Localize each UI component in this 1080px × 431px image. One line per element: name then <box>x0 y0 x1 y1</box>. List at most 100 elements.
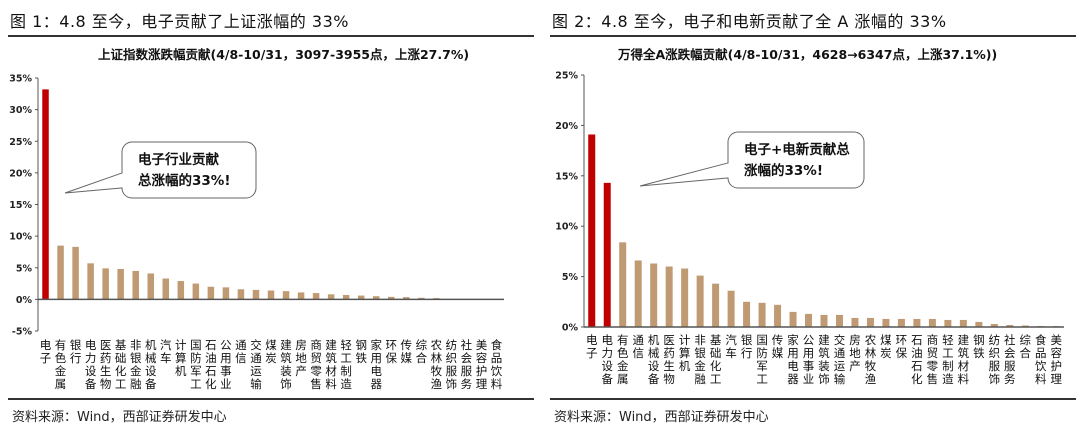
bar-22 <box>913 318 921 327</box>
x-tick-label: 有 <box>617 333 629 347</box>
x-tick-label: 石 <box>911 333 923 347</box>
bar-10 <box>727 290 735 327</box>
x-tick-label: 交 <box>834 333 846 347</box>
x-tick-label: 机 <box>679 359 691 373</box>
x-tick-label: 零 <box>310 364 322 378</box>
bar-23 <box>372 296 380 300</box>
x-tick-label: 综 <box>1020 333 1032 347</box>
x-tick-label: 化 <box>710 359 722 373</box>
x-tick-label: 物 <box>100 377 112 391</box>
bar-15 <box>252 289 260 300</box>
x-tick-label: 行 <box>70 351 82 365</box>
x-tick-label: 食 <box>1035 333 1047 347</box>
x-tick-label: 服 <box>461 364 473 378</box>
x-tick-label: 用 <box>787 346 799 360</box>
x-tick-label: 传 <box>772 333 784 347</box>
x-tick-label: 电 <box>85 338 97 352</box>
bar-2 <box>603 182 611 327</box>
figure-2-title: 图 2：4.8 至今，电子和电新贡献了全 A 涨幅的 33% <box>552 12 947 31</box>
x-tick-label: 汽 <box>160 338 172 352</box>
x-tick-label: 生 <box>663 359 675 373</box>
x-tick-label: 械 <box>145 351 157 365</box>
x-tick-label: 基 <box>710 333 722 347</box>
bar-29 <box>1021 325 1029 327</box>
x-tick-label: 信 <box>632 346 644 360</box>
x-tick-label: 银 <box>130 351 142 365</box>
x-tick-label: 电 <box>586 333 598 347</box>
y-tick-label: 10% <box>555 222 578 233</box>
x-tick-label: 制 <box>942 359 954 373</box>
bar-1 <box>588 134 596 327</box>
x-tick-label: 备 <box>145 377 157 391</box>
x-tick-label: 材 <box>325 364 337 378</box>
x-tick-label: 力 <box>601 346 613 360</box>
x-tick-label: 药 <box>100 351 112 365</box>
x-tick-label: 料 <box>1035 372 1047 386</box>
x-tick-label: 纺 <box>989 333 1001 347</box>
x-tick-label: 地 <box>295 351 307 365</box>
x-tick-label: 品 <box>491 351 503 365</box>
bar-3 <box>619 242 627 327</box>
x-tick-label: 通 <box>250 351 262 365</box>
bar-10 <box>177 281 185 300</box>
x-tick-label: 贸 <box>927 346 939 360</box>
bar-14 <box>237 289 245 300</box>
x-tick-label: 煤 <box>880 333 892 347</box>
x-tick-label: 建 <box>280 338 292 352</box>
bar-6 <box>117 269 124 300</box>
x-tick-label: 算 <box>679 346 691 360</box>
x-tick-label: 药 <box>663 346 675 360</box>
callout-text: 电子行业贡献 <box>138 151 219 168</box>
x-tick-label: 交 <box>250 338 262 352</box>
x-tick-label: 电 <box>370 364 382 378</box>
x-tick-label: 设 <box>648 359 660 373</box>
bar-5 <box>650 263 658 327</box>
x-tick-label: 器 <box>370 377 382 391</box>
x-tick-label: 环 <box>386 338 398 352</box>
chart-1-bar-chart: 35%30%25%20%15%10%5%0%-5%电子有色金属银行电力设备医药生… <box>9 74 504 391</box>
y-tick-label: 35% <box>9 74 32 85</box>
x-tick-label: 器 <box>787 372 799 386</box>
x-tick-label: 计 <box>175 338 187 352</box>
x-tick-label: 装 <box>280 364 292 378</box>
x-tick-label: 军 <box>190 364 202 378</box>
x-tick-label: 军 <box>756 359 768 373</box>
x-tick-label: 林 <box>865 346 877 360</box>
title-divider <box>550 35 1076 37</box>
x-tick-label: 公 <box>220 338 232 352</box>
callout-text: 电子+电新贡献总 <box>744 141 850 158</box>
x-tick-label: 保 <box>386 351 398 365</box>
figure-1-source: 资料来源：Wind，西部证券研发中心 <box>12 410 227 425</box>
x-tick-label: 公 <box>803 333 815 347</box>
x-tick-label: 银 <box>70 338 82 352</box>
x-tick-label: 车 <box>160 351 172 365</box>
x-tick-label: 用 <box>220 351 232 365</box>
x-tick-label: 础 <box>710 346 722 360</box>
bar-17 <box>282 291 290 300</box>
x-tick-label: 汽 <box>725 333 737 347</box>
bar-7 <box>132 270 139 300</box>
x-tick-label: 事 <box>220 364 232 378</box>
x-tick-label: 设 <box>145 364 157 378</box>
x-tick-label: 电 <box>40 338 52 352</box>
x-tick-label: 医 <box>100 338 112 352</box>
x-tick-label: 织 <box>446 351 458 365</box>
x-tick-label: 容 <box>1051 346 1063 360</box>
x-tick-label: 容 <box>476 351 488 365</box>
y-tick-label: 0% <box>16 295 33 306</box>
x-tick-label: 化 <box>115 364 127 378</box>
bar-27 <box>990 323 998 327</box>
x-tick-label: 工 <box>756 372 768 386</box>
x-tick-label: 产 <box>295 364 307 378</box>
bar-24 <box>944 319 952 327</box>
x-tick-label: 化 <box>205 377 217 391</box>
x-tick-label: 农 <box>865 333 877 347</box>
x-tick-label: 通 <box>235 338 247 352</box>
x-tick-label: 子 <box>40 351 52 365</box>
x-tick-label: 建 <box>325 338 337 352</box>
x-tick-label: 美 <box>476 338 488 352</box>
source-divider <box>8 398 534 400</box>
x-tick-label: 钢 <box>973 333 985 347</box>
x-tick-label: 地 <box>849 346 861 360</box>
x-tick-label: 输 <box>250 377 262 391</box>
